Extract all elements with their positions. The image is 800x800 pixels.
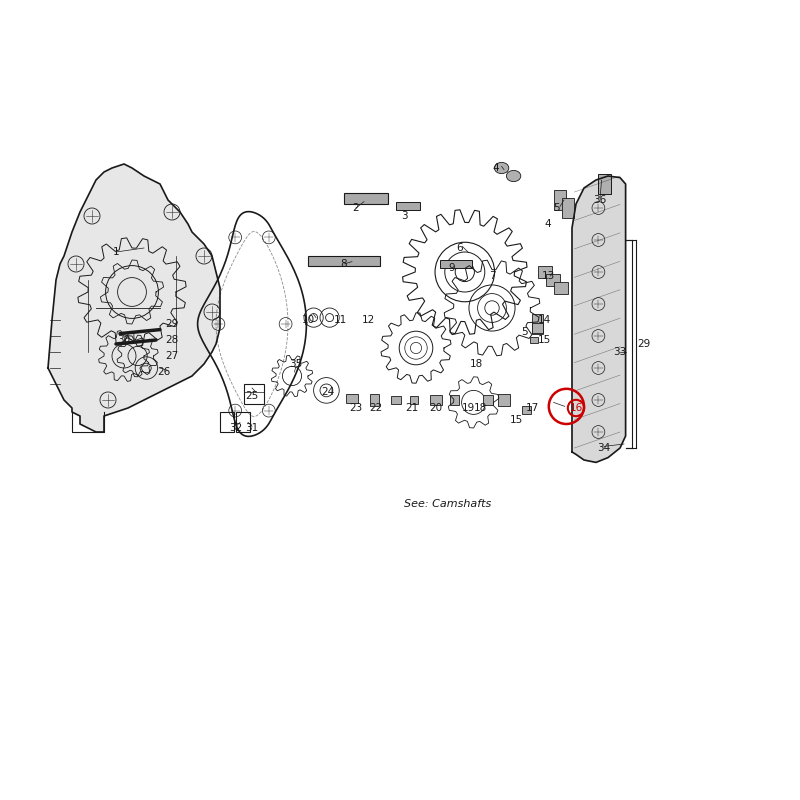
Text: 15: 15 <box>538 335 550 345</box>
Bar <box>308 256 380 266</box>
Text: See: Camshafts: See: Camshafts <box>404 499 492 509</box>
Text: 2: 2 <box>353 203 359 213</box>
Bar <box>430 395 442 405</box>
Bar <box>554 282 568 294</box>
Polygon shape <box>572 176 626 462</box>
Polygon shape <box>48 164 220 432</box>
Text: 29: 29 <box>637 339 650 349</box>
Text: 9: 9 <box>449 263 455 273</box>
Text: 4: 4 <box>493 163 499 173</box>
Text: 33: 33 <box>614 347 626 357</box>
Text: 22: 22 <box>370 403 382 413</box>
Bar <box>483 395 493 405</box>
Text: 21: 21 <box>406 403 418 413</box>
Bar <box>554 190 566 210</box>
Text: 17: 17 <box>526 403 538 413</box>
Bar <box>440 260 472 268</box>
Bar <box>244 384 264 404</box>
Text: 19: 19 <box>462 403 474 413</box>
Bar <box>391 396 401 404</box>
Text: 24: 24 <box>322 387 334 397</box>
Bar <box>498 394 510 406</box>
Text: 6: 6 <box>457 243 463 253</box>
Text: 20: 20 <box>430 403 442 413</box>
Text: 25: 25 <box>246 391 258 401</box>
Text: 12: 12 <box>362 315 374 325</box>
Bar <box>522 406 531 414</box>
Bar <box>598 174 611 194</box>
Bar <box>236 412 250 432</box>
Bar <box>546 274 560 286</box>
Bar <box>410 396 418 404</box>
Bar <box>346 394 358 403</box>
Bar <box>562 198 574 218</box>
Ellipse shape <box>506 170 521 182</box>
Text: 31: 31 <box>246 423 258 433</box>
Text: 30: 30 <box>118 335 130 345</box>
Bar <box>396 202 420 210</box>
Text: 14: 14 <box>538 315 550 325</box>
Text: 5: 5 <box>553 203 559 213</box>
Text: 16: 16 <box>570 403 582 413</box>
Bar <box>450 395 459 405</box>
Bar <box>220 412 234 432</box>
Text: 13: 13 <box>542 271 554 281</box>
Bar <box>370 394 379 406</box>
Text: 15: 15 <box>510 415 522 425</box>
Text: 26: 26 <box>158 367 170 377</box>
Text: 7: 7 <box>489 271 495 281</box>
Text: 18: 18 <box>474 403 486 413</box>
Text: 11: 11 <box>334 315 346 325</box>
Text: 5: 5 <box>521 327 527 337</box>
Text: 28: 28 <box>166 335 178 345</box>
Text: 29: 29 <box>166 319 178 329</box>
Bar <box>538 266 552 278</box>
Text: 34: 34 <box>598 443 610 453</box>
Bar <box>532 323 543 333</box>
Bar <box>532 314 543 334</box>
Bar <box>530 337 538 343</box>
Bar <box>344 193 388 204</box>
Text: 32: 32 <box>230 423 242 433</box>
Text: 27: 27 <box>166 351 178 361</box>
Text: 36: 36 <box>594 195 606 205</box>
Text: 10: 10 <box>302 315 314 325</box>
Text: 4: 4 <box>545 219 551 229</box>
Text: 18: 18 <box>470 359 482 369</box>
Text: 3: 3 <box>401 211 407 221</box>
Ellipse shape <box>494 162 509 174</box>
Text: 23: 23 <box>350 403 362 413</box>
Text: 35: 35 <box>290 359 302 369</box>
Text: 8: 8 <box>341 259 347 269</box>
Text: 1: 1 <box>113 247 119 257</box>
